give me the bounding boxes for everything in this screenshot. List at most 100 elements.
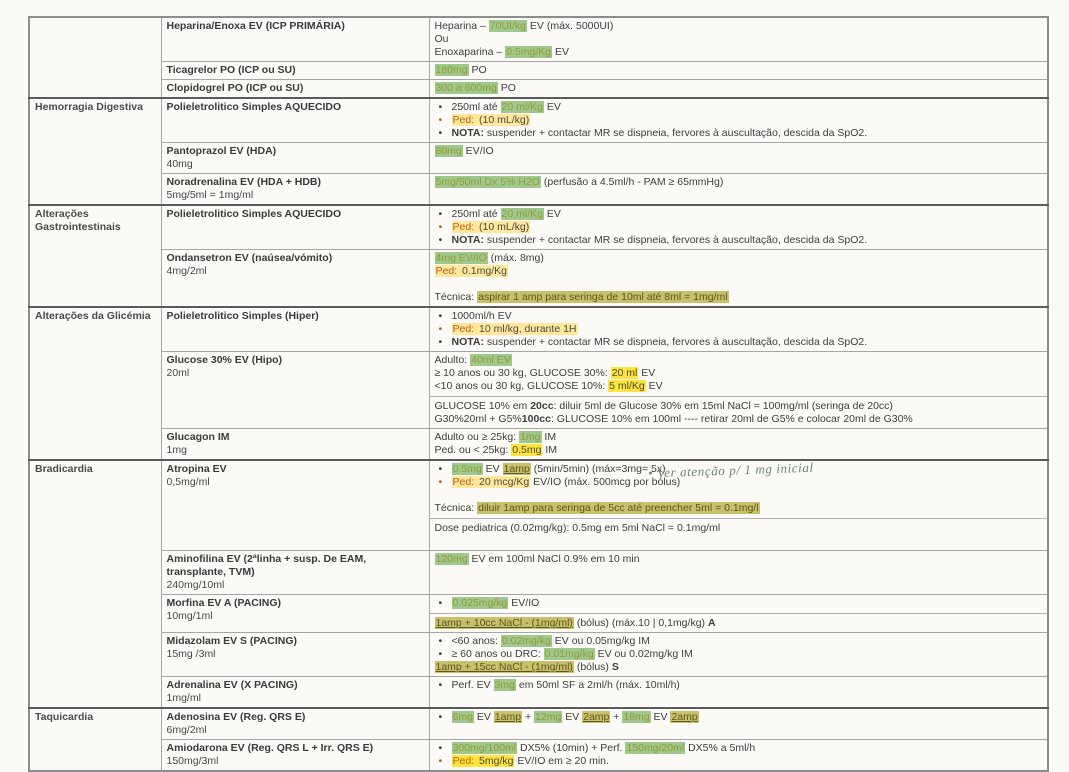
dose-line bbox=[435, 535, 1043, 548]
drug-name-cell: Polieletrolitico Simples AQUECIDO bbox=[160, 97, 430, 143]
section-label: Hemorragia Digestiva bbox=[35, 101, 143, 113]
dose-instructions-cell: Heparina – 70UI/kg EV (máx. 5000UI) Ou Eno… bbox=[428, 16, 1049, 62]
text-run: PO bbox=[468, 64, 487, 76]
text-run: 20 ml/Kg bbox=[500, 101, 544, 113]
dose-line: • Ped: 5mg/kg EV/IO em ≥ 20 min. bbox=[435, 755, 1043, 768]
section-label: Alterações da Glicémia bbox=[35, 310, 151, 322]
drug-name-cell: Amiodarona EV (Reg. QRS L + Irr. QRS E) 1… bbox=[160, 739, 430, 772]
dose-line: Ped. ou < 25kg: 0.5mg IM bbox=[435, 444, 1043, 457]
text-run: 10 ml/kg, durante 1H bbox=[475, 323, 578, 335]
drug-name-cell: Glucagon IM 1mg bbox=[160, 428, 430, 461]
drug-title: Heparina/Enoxa EV (ICP PRIMÁRIA) bbox=[166, 20, 345, 32]
table-row: Ondansetron EV (naúsea/vómito) 4mg/2ml 4mg… bbox=[29, 249, 1049, 308]
dose-instructions-cell: • 250ml até 20 ml/Kg EV • Ped: (10 mL/kg) • N… bbox=[428, 204, 1049, 250]
bullet-icon: • bbox=[438, 711, 443, 723]
drug-dose-presentation: 0,5mg/ml bbox=[166, 476, 210, 488]
text-run: + bbox=[610, 711, 623, 723]
dose-line: GLUCOSE 10% em 20cc: diluir 5ml de Gluco… bbox=[435, 400, 1043, 413]
text-run: A bbox=[707, 617, 716, 629]
text-run: em 50ml SF a 2ml/h (máx. 10ml/h) bbox=[515, 679, 680, 691]
drug-name-cell: Noradrenalina EV (HDA + HDB) 5mg/5ml = 1m… bbox=[160, 173, 430, 206]
text-run: 1000ml/h EV bbox=[451, 310, 512, 322]
table-row: Pantoprazol EV (HDA) 40mg 80mg EV/IO bbox=[29, 142, 1049, 174]
text-run: 1mg bbox=[519, 431, 542, 443]
dose-instructions-cell: • Perf. EV 3mg em 50ml SF a 2ml/h (máx. 1… bbox=[428, 676, 1049, 709]
dose-line: Técnica: aspirar 1 amp para seringa de 1… bbox=[435, 291, 1043, 304]
text-run: Adulto: bbox=[434, 354, 471, 366]
dose-instructions-cell: • 1000ml/h EV • Ped: 10 ml/kg, durante 1H • N… bbox=[428, 306, 1049, 352]
text-run: 0.01mg/kg bbox=[543, 648, 595, 660]
drug-name-cell: Atropina EV 0,5mg/ml bbox=[160, 459, 430, 551]
section-label-cell bbox=[28, 16, 162, 99]
dose-line: • NOTA: suspender + contactar MR se dispn… bbox=[435, 336, 1043, 349]
text-run: EV bbox=[473, 711, 494, 723]
table-row: Taquicardia Adenosina EV (Reg. QRS E) 6mg/… bbox=[28, 707, 1049, 772]
drug-dose-presentation: 1mg bbox=[166, 444, 187, 456]
text-run: 250ml até bbox=[451, 208, 501, 220]
text-run: 5mg/kg bbox=[475, 755, 515, 767]
text-run: ≥ 60 anos ou DRC: bbox=[451, 648, 544, 660]
section-label-cell: Bradicardia bbox=[28, 459, 162, 709]
text-run: Técnica: bbox=[434, 502, 478, 514]
drug-dose-presentation: 10mg/1ml bbox=[166, 610, 213, 622]
text-run: (máx. 8mg) bbox=[487, 252, 544, 264]
bullet-icon: • bbox=[438, 234, 443, 246]
text-run: EV bbox=[482, 463, 503, 475]
bullet-icon: • bbox=[438, 755, 443, 767]
drug-title: Morfina EV A (PACING) bbox=[166, 597, 282, 609]
table-row: Noradrenalina EV (HDA + HDB) 5mg/5ml = 1m… bbox=[29, 173, 1049, 206]
text-run: (perfusão a 4.5ml/h - PAM ≥ 65mmHg) bbox=[540, 176, 724, 188]
dose-instructions-cell: 4mg EV/IO (máx. 8mg) Ped: 0.1mg/Kg Técnic… bbox=[428, 249, 1049, 308]
text-run: Perf. EV bbox=[451, 679, 494, 691]
text-run: PO bbox=[497, 82, 516, 94]
drug-name-cell: Ticagrelor PO (ICP ou SU) bbox=[160, 61, 430, 80]
text-run: (10 mL/kg) bbox=[475, 114, 531, 126]
text-run: 5mg/50ml Dx 5% H2O bbox=[434, 176, 541, 188]
text-run: aspirar 1 amp para seringa de 10ml até 8… bbox=[477, 291, 729, 303]
drug-name-cell: Glucose 30% EV (Hipo) 20ml bbox=[160, 351, 430, 429]
text-run: S bbox=[611, 661, 619, 673]
text-run: suspender + contactar MR se dispneia, fe… bbox=[483, 336, 868, 348]
drug-dose-presentation: 4mg/2ml bbox=[166, 265, 207, 277]
dose-line: • 300mg/100ml DX5% (10min) + Perf. 150mg/… bbox=[435, 742, 1043, 755]
section-label: Alterações Gastrointestinais bbox=[35, 208, 121, 233]
text-run: Ped: bbox=[451, 221, 476, 233]
text-run: NOTA: bbox=[451, 234, 484, 246]
dose-instructions-cell: • 300mg/100ml DX5% (10min) + Perf. 150mg/… bbox=[428, 739, 1049, 772]
text-run: 150mg/20ml bbox=[625, 742, 686, 754]
text-run: (10 mL/kg) bbox=[475, 221, 531, 233]
text-run: 0.5mg/Kg bbox=[505, 46, 553, 58]
dose-instructions-cell: • 0.5mg EV 1amp (5min/5min) (máx=3mg= 5x)… bbox=[428, 459, 1049, 551]
dose-line: Técnica: diluir 1amp para seringa de 5cc… bbox=[435, 502, 1043, 515]
text-run: 0.025mg/kg bbox=[451, 597, 509, 609]
text-run: 300 a 600mg bbox=[434, 82, 498, 94]
dose-line: Heparina – 70UI/kg EV (máx. 5000UI) bbox=[435, 20, 1043, 33]
bullet-icon: • bbox=[438, 323, 443, 335]
text-run: 1amp bbox=[493, 711, 523, 723]
dose-line: Ou bbox=[435, 33, 1043, 46]
bullet-icon: • bbox=[438, 635, 443, 647]
drug-name-cell: Adrenalina EV (X PACING) 1mg/ml bbox=[160, 676, 430, 709]
text-run: 0.1mg/Kg bbox=[458, 265, 508, 277]
bullet-icon: • bbox=[438, 114, 443, 126]
drug-dose-presentation: 1mg/ml bbox=[166, 692, 201, 704]
dose-line: 120mg EV em 100ml NaCl 0.9% em 10 min bbox=[434, 553, 1043, 566]
dose-line: • 0.5mg EV 1amp (5min/5min) (máx=3mg= 5x) bbox=[435, 463, 1043, 476]
drug-title: Midazolam EV S (PACING) bbox=[166, 635, 298, 647]
section-label: Bradicardia bbox=[35, 463, 93, 475]
drug-dose-presentation: 20ml bbox=[166, 367, 190, 379]
text-run: + bbox=[522, 711, 535, 723]
table-row: Glucagon IM 1mg Adulto ou ≥ 25kg: 1mg IM Pe… bbox=[29, 428, 1049, 461]
dose-line: 4mg EV/IO (máx. 8mg) bbox=[434, 252, 1043, 265]
drug-name-cell: Clopidogrel PO (ICP ou SU) bbox=[160, 79, 430, 99]
drug-name-cell: Polieletrolitico Simples AQUECIDO bbox=[160, 204, 430, 250]
text-run: Ped: bbox=[434, 265, 459, 277]
text-run: 3mg bbox=[493, 679, 516, 691]
drug-name-cell: Aminofilina EV (2ªlinha + susp. De EAM, … bbox=[160, 550, 430, 595]
text-run: Enoxaparina – bbox=[434, 46, 506, 58]
table-row: Aminofilina EV (2ªlinha + susp. De EAM, … bbox=[29, 550, 1049, 595]
text-run: Ped. ou < 25kg: bbox=[434, 444, 512, 456]
drug-dose-presentation: 240mg/10ml bbox=[166, 579, 225, 591]
cell-divider bbox=[429, 518, 1047, 519]
text-run: EV/IO em ≥ 20 min. bbox=[514, 755, 609, 767]
